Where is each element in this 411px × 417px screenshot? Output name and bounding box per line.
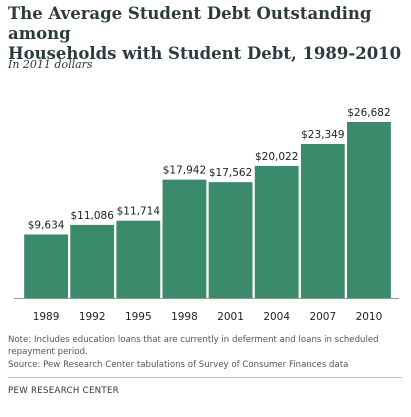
x-tick-label: 2004 <box>263 311 290 323</box>
value-label: $17,562 <box>209 167 252 179</box>
bar <box>254 165 299 298</box>
subtitle: In 2011 dollars <box>8 58 93 71</box>
x-tick-label: 1998 <box>171 311 198 323</box>
value-label: $20,022 <box>255 151 298 163</box>
bar <box>162 179 207 298</box>
bar <box>347 122 391 298</box>
value-label: $23,349 <box>301 129 344 141</box>
value-label: $9,634 <box>28 219 65 231</box>
note: Note: Includes education loans that are … <box>8 335 379 357</box>
value-label: $11,714 <box>117 206 161 218</box>
bar <box>116 220 161 298</box>
x-tick-label: 1995 <box>125 311 152 323</box>
title-line: Households with Student Debt, 1989-2010 <box>8 44 402 63</box>
chart-title: The Average Student Debt Outstanding amo… <box>8 4 408 64</box>
bar <box>300 143 345 298</box>
bar <box>70 224 115 298</box>
divider <box>8 377 402 378</box>
bar <box>24 234 68 298</box>
organization: PEW RESEARCH CENTER <box>8 386 119 396</box>
value-label: $11,086 <box>70 210 114 222</box>
x-tick-label: 2001 <box>217 311 244 323</box>
x-tick-label: 1989 <box>33 311 60 323</box>
source: Source: Pew Research Center tabulations … <box>8 360 349 370</box>
value-label: $26,682 <box>347 107 390 119</box>
title-line: The Average Student Debt Outstanding amo… <box>8 4 372 43</box>
x-tick-label: 2007 <box>309 311 336 323</box>
x-tick-label: 1992 <box>79 311 106 323</box>
value-label: $17,942 <box>163 165 206 177</box>
bar <box>208 182 253 298</box>
x-tick-label: 2010 <box>356 311 383 323</box>
